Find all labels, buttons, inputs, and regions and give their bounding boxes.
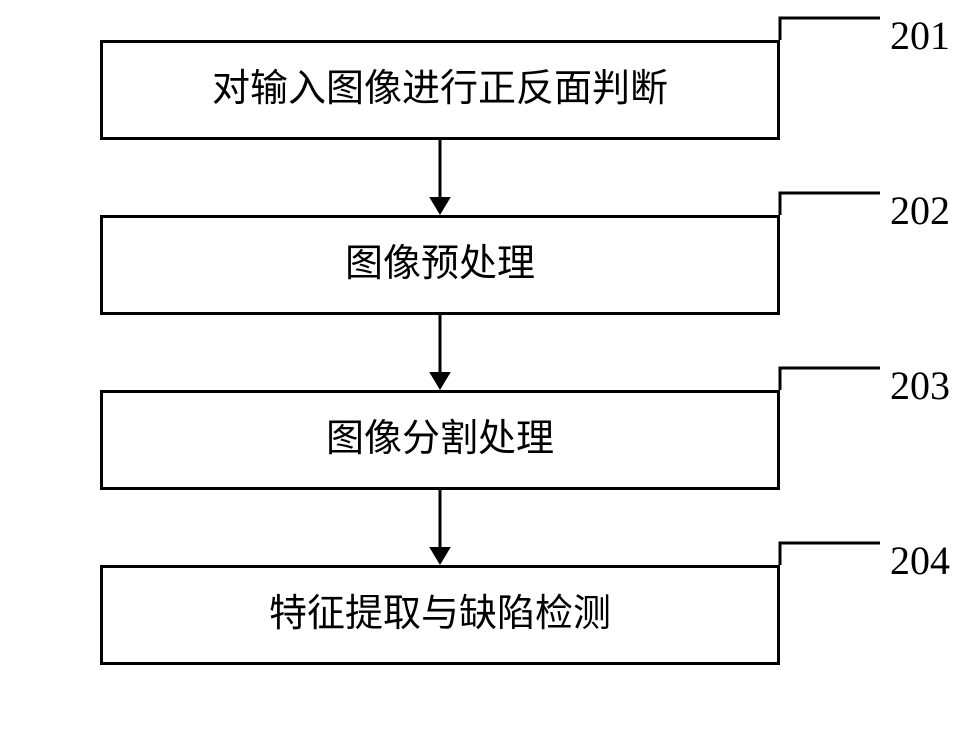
flow-node-label-2: 202: [890, 187, 950, 234]
flow-node-label-4: 204: [890, 537, 950, 584]
flow-node-4: 特征提取与缺陷检测: [100, 565, 780, 665]
flow-node-3: 图像分割处理: [100, 390, 780, 490]
flow-node-text: 特征提取与缺陷检测: [269, 592, 611, 638]
flow-node-text: 图像预处理: [345, 242, 535, 288]
flow-node-label-3: 203: [890, 362, 950, 409]
flowchart-canvas: 对输入图像进行正反面判断 201 图像预处理 202 图像分割处理 203 特征提取与缺陷检…: [0, 0, 971, 736]
flow-node-2: 图像预处理: [100, 215, 780, 315]
flow-node-text: 图像分割处理: [326, 417, 554, 463]
flow-node-1: 对输入图像进行正反面判断: [100, 40, 780, 140]
flow-node-label-1: 201: [890, 12, 950, 59]
flow-node-text: 对输入图像进行正反面判断: [212, 67, 668, 113]
